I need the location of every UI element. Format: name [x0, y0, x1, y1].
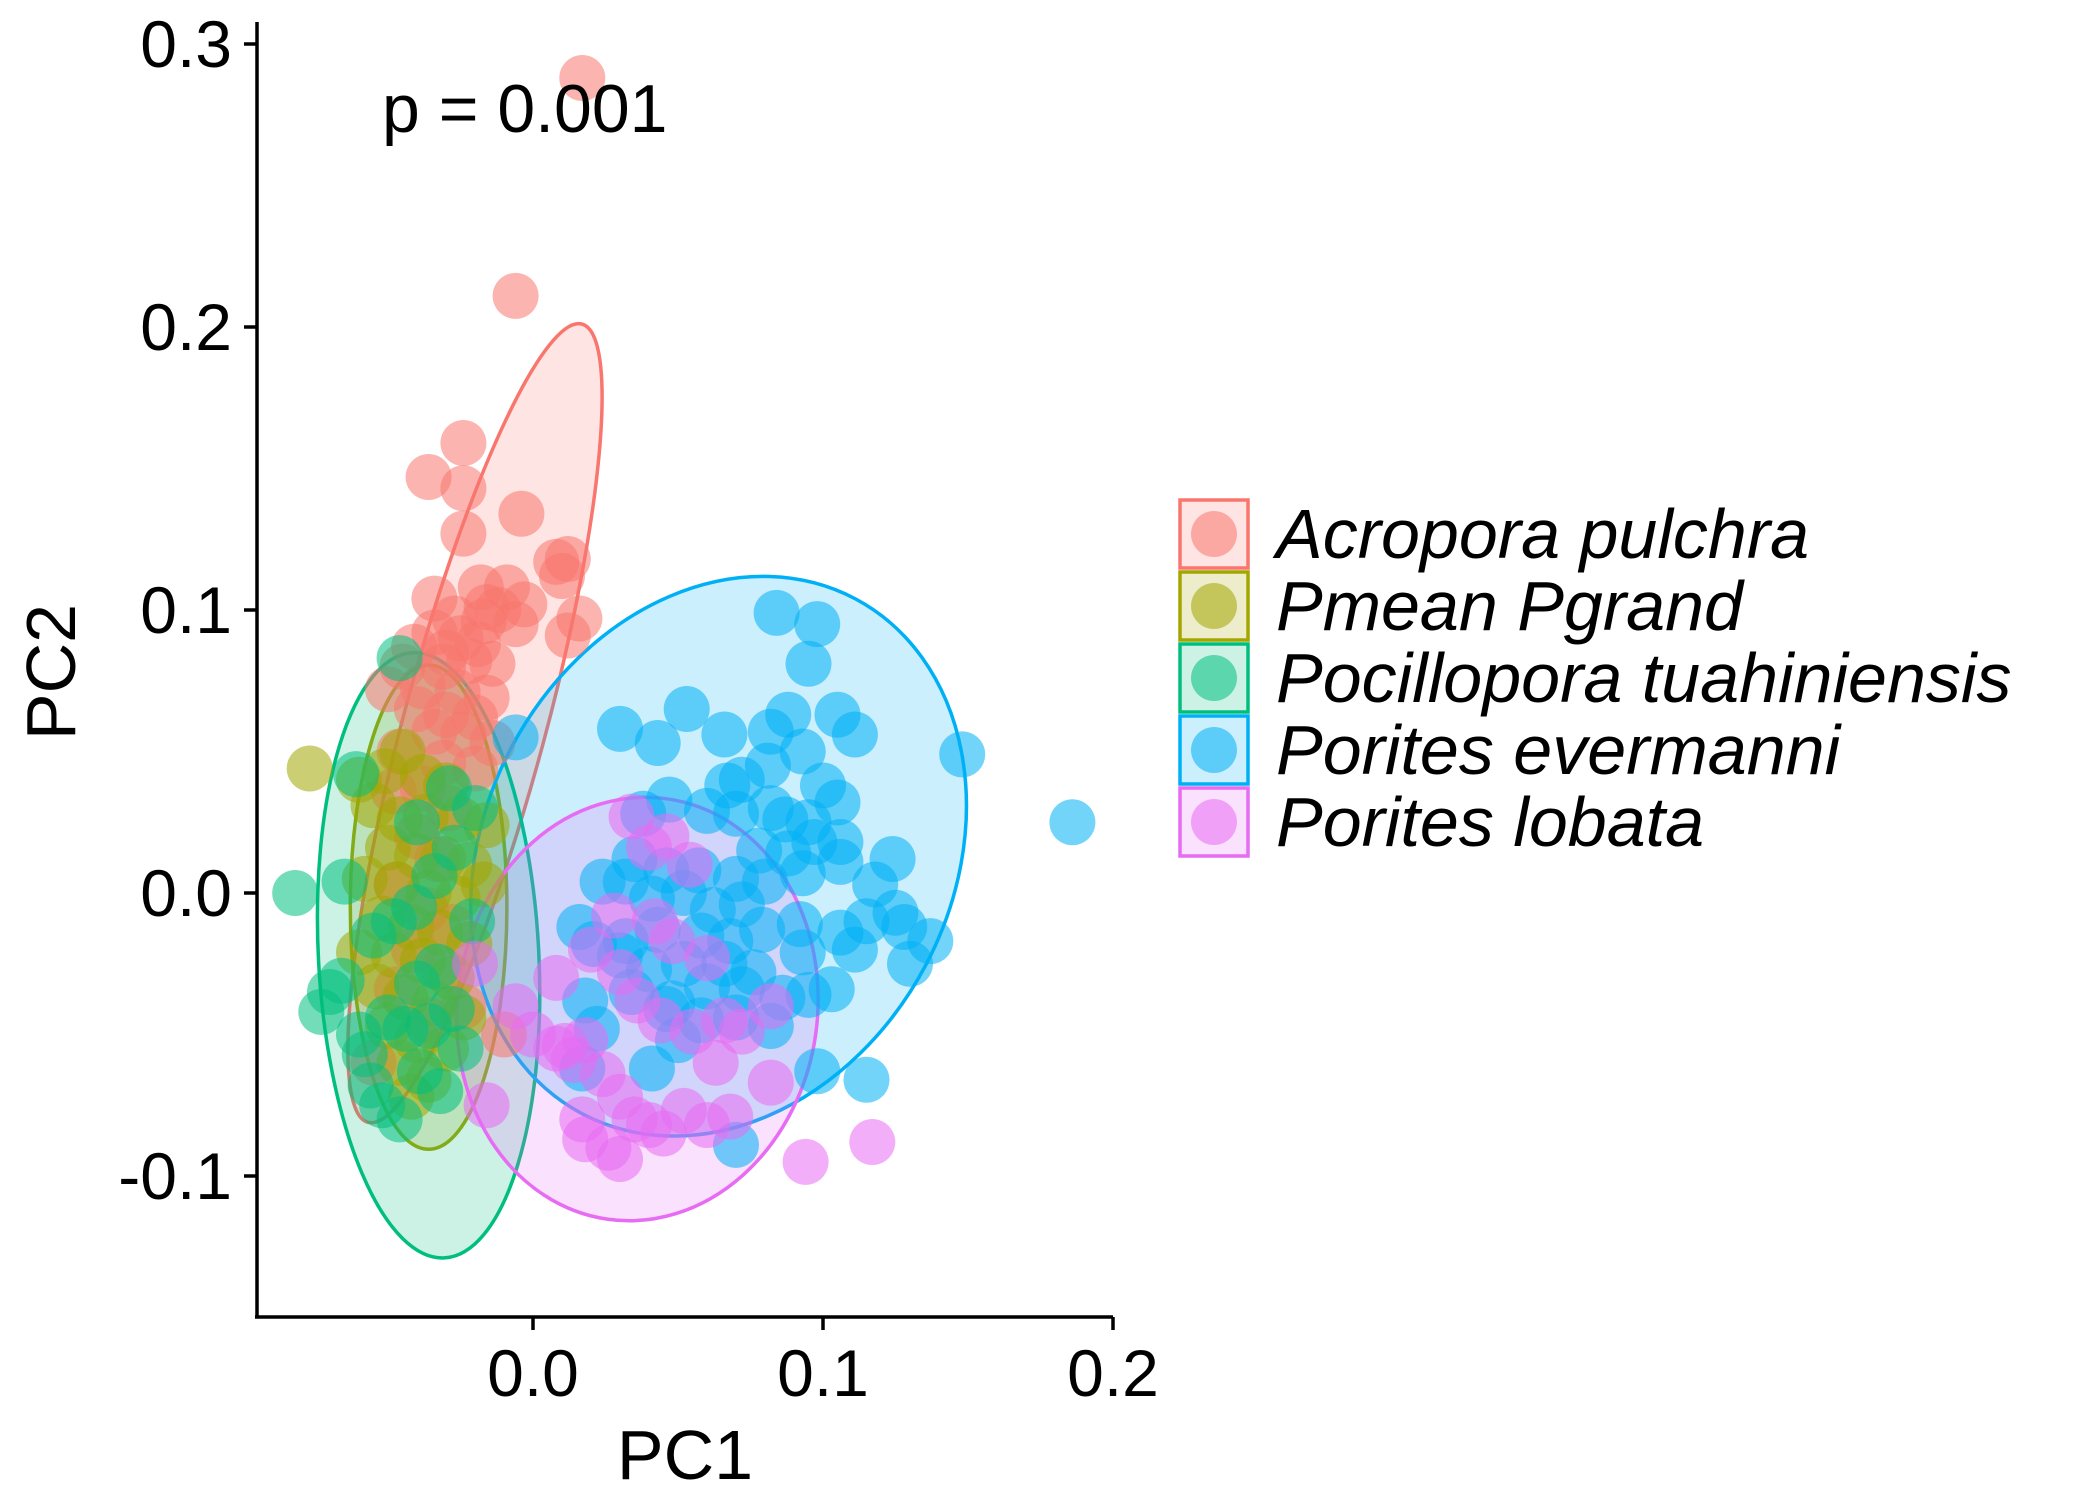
- point-porites-evermanni: [713, 790, 759, 837]
- axes: [255, 22, 1113, 1319]
- point-porites-evermanni: [634, 720, 681, 767]
- y-tick-label: 0.2: [140, 290, 232, 364]
- legend-label: Porites lobata: [1276, 783, 1704, 861]
- point-acropora-pulchra: [492, 601, 539, 648]
- point-porites-lobata: [640, 1110, 687, 1157]
- point-pocillopora-tuahiniensis: [425, 765, 472, 812]
- x-tick-label: 0.2: [1067, 1336, 1159, 1410]
- point-porites-evermanni: [939, 731, 986, 778]
- point-porites-lobata: [692, 1039, 739, 1086]
- point-porites-lobata: [782, 1138, 829, 1185]
- point-acropora-pulchra: [440, 465, 487, 512]
- point-porites-lobata: [492, 983, 539, 1030]
- point-porites-evermanni: [817, 838, 864, 885]
- legend-key-point: [1191, 655, 1237, 701]
- legend-item-porites-lobata: Porites lobata: [1178, 783, 1704, 861]
- legend-label: Pocillopora tuahiniensis: [1276, 639, 2011, 717]
- legend-item-porites-evermanni: Porites evermanni: [1178, 711, 1843, 789]
- point-pocillopora-tuahiniensis: [428, 986, 475, 1033]
- point-pmean-pgrand: [286, 745, 333, 792]
- y-axis-title: PC2: [12, 604, 90, 740]
- point-porites-lobata: [707, 1093, 754, 1140]
- point-pmean-pgrand: [460, 861, 507, 908]
- point-porites-lobata: [849, 1119, 896, 1166]
- point-acropora-pulchra: [405, 453, 452, 500]
- point-porites-evermanni: [779, 850, 826, 897]
- point-acropora-pulchra: [440, 420, 487, 467]
- legend-key-point: [1191, 583, 1237, 629]
- point-acropora-pulchra: [559, 54, 606, 101]
- point-porites-evermanni: [887, 940, 933, 987]
- point-porites-lobata: [684, 935, 730, 982]
- point-porites-lobata: [747, 1059, 794, 1106]
- p-value-annotation: p = 0.001: [382, 71, 667, 147]
- point-pocillopora-tuahiniensis: [376, 1096, 423, 1143]
- point-porites-evermanni: [794, 601, 841, 648]
- point-pocillopora-tuahiniensis: [417, 1068, 464, 1115]
- legend-label: Pmean Pgrand: [1276, 567, 1745, 645]
- point-porites-lobata: [568, 926, 614, 973]
- point-pocillopora-tuahiniensis: [431, 824, 478, 871]
- x-tick-label: 0.1: [777, 1336, 869, 1410]
- y-tick-label: 0.1: [140, 573, 232, 647]
- point-porites-lobata: [533, 954, 580, 1001]
- point-acropora-pulchra: [539, 553, 585, 600]
- point-porites-evermanni: [831, 711, 878, 758]
- point-porites-evermanni: [597, 705, 643, 752]
- point-pocillopora-tuahiniensis: [272, 870, 319, 916]
- legend-key-point: [1191, 799, 1237, 845]
- legend-label: Acropora pulchra: [1272, 495, 1809, 573]
- point-porites-evermanni: [492, 714, 539, 761]
- point-pocillopora-tuahiniensis: [318, 957, 365, 1004]
- point-porites-evermanni: [753, 589, 800, 636]
- point-porites-evermanni: [701, 711, 748, 758]
- point-porites-evermanni: [663, 686, 710, 733]
- point-pocillopora-tuahiniensis: [376, 635, 423, 682]
- point-porites-lobata: [591, 892, 638, 939]
- point-pocillopora-tuahiniensis: [394, 799, 440, 846]
- legend-item-acropora-pulchra: Acropora pulchra: [1178, 495, 1809, 573]
- x-tick-label: 0.0: [487, 1336, 579, 1410]
- y-tick-label: 0.0: [140, 856, 232, 930]
- point-porites-lobata: [747, 983, 794, 1030]
- legend-item-pmean-pgrand: Pmean Pgrand: [1178, 567, 1745, 645]
- legend-item-pocillopora-tuahiniensis: Pocillopora tuahiniensis: [1178, 639, 2011, 717]
- point-acropora-pulchra: [544, 612, 591, 659]
- data-points: [272, 54, 1096, 1185]
- point-acropora-pulchra: [498, 490, 545, 537]
- y-axis-ticks: -0.1 0.0 0.1 0.2 0.3: [118, 7, 257, 1213]
- point-pocillopora-tuahiniensis: [321, 858, 368, 905]
- legend-key-point: [1191, 511, 1237, 557]
- point-porites-evermanni: [843, 1056, 890, 1103]
- legend-label: Porites evermanni: [1276, 711, 1843, 789]
- point-porites-lobata: [452, 940, 498, 987]
- point-porites-evermanni: [831, 926, 878, 973]
- point-porites-evermanni: [779, 929, 826, 976]
- point-pocillopora-tuahiniensis: [333, 751, 380, 798]
- y-tick-label: 0.3: [140, 7, 232, 81]
- point-acropora-pulchra: [440, 510, 487, 557]
- point-porites-lobata: [597, 1136, 643, 1183]
- point-porites-evermanni: [808, 966, 855, 1013]
- point-porites-lobata: [463, 1082, 510, 1129]
- point-porites-evermanni: [785, 640, 832, 687]
- y-tick-label: -0.1: [118, 1139, 232, 1213]
- point-pocillopora-tuahiniensis: [414, 943, 461, 990]
- point-porites-evermanni: [794, 1048, 841, 1095]
- point-porites-lobata: [666, 841, 713, 888]
- point-pocillopora-tuahiniensis: [449, 898, 496, 945]
- point-pocillopora-tuahiniensis: [437, 1025, 484, 1072]
- x-axis-ticks: 0.0 0.1 0.2: [487, 1317, 1159, 1410]
- legend-key-point: [1191, 727, 1237, 773]
- point-acropora-pulchra: [469, 640, 516, 687]
- point-pocillopora-tuahiniensis: [350, 912, 397, 959]
- point-porites-evermanni: [1049, 799, 1096, 846]
- point-acropora-pulchra: [492, 272, 539, 319]
- point-porites-lobata: [649, 918, 696, 965]
- x-axis-title: PC1: [617, 1416, 753, 1494]
- point-porites-evermanni: [779, 728, 826, 775]
